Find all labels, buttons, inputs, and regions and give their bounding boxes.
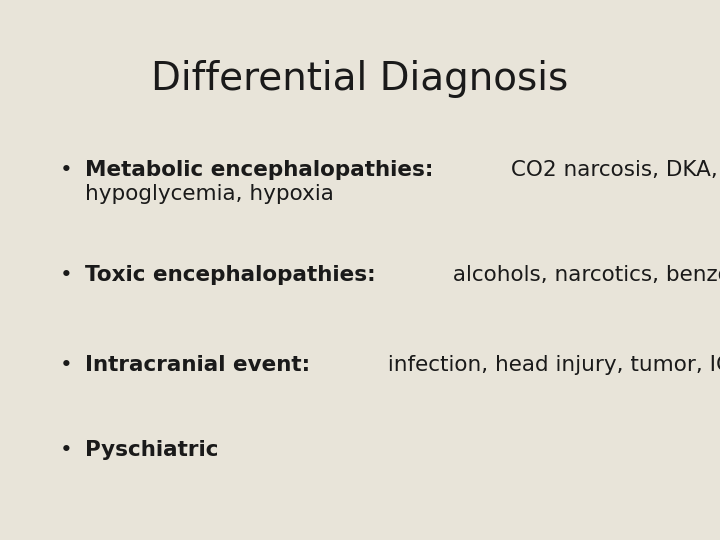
Text: •: •	[60, 265, 73, 285]
Text: Differential Diagnosis: Differential Diagnosis	[151, 60, 569, 98]
Text: Pyschiatric: Pyschiatric	[85, 440, 218, 460]
Text: •: •	[60, 160, 73, 180]
Text: infection, head injury, tumor, ICH, stroke: infection, head injury, tumor, ICH, stro…	[381, 355, 720, 375]
Text: CO2 narcosis, DKA,: CO2 narcosis, DKA,	[504, 160, 718, 180]
Text: hypoglycemia, hypoxia: hypoglycemia, hypoxia	[85, 184, 334, 204]
Text: Toxic encephalopathies:: Toxic encephalopathies:	[85, 265, 376, 285]
Text: alcohols, narcotics, benzodiazepine: alcohols, narcotics, benzodiazepine	[446, 265, 720, 285]
Text: •: •	[60, 440, 73, 460]
Text: •: •	[60, 355, 73, 375]
Text: Intracranial event:: Intracranial event:	[85, 355, 310, 375]
Text: Metabolic encephalopathies:: Metabolic encephalopathies:	[85, 160, 433, 180]
